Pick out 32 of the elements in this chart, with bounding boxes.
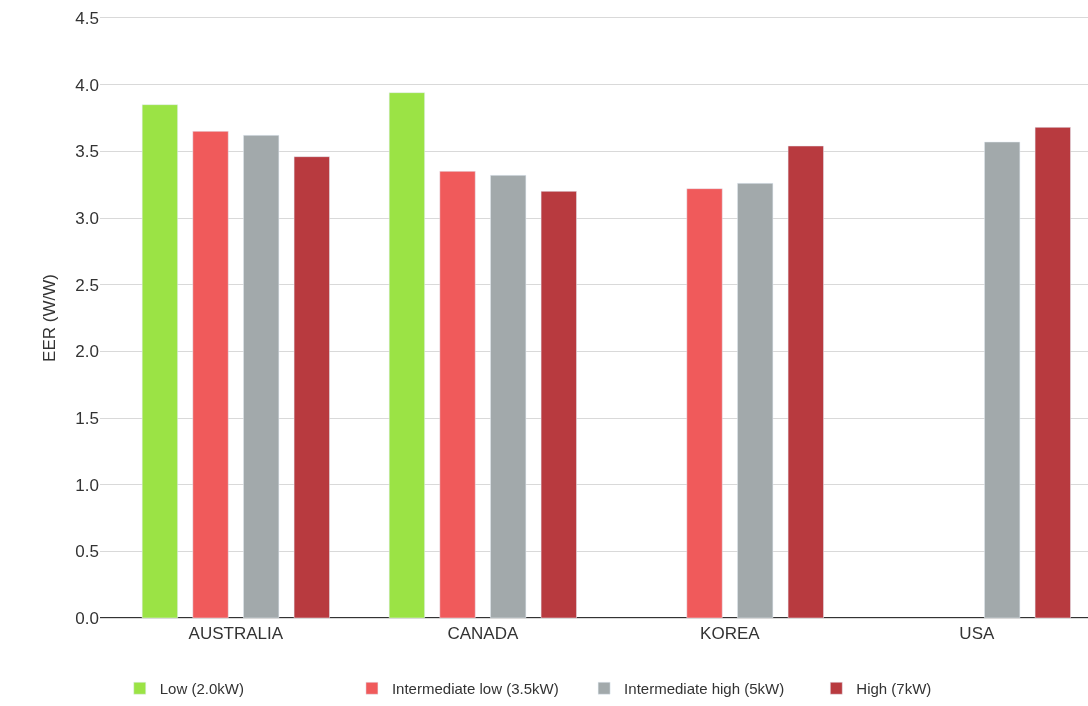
x-tick-label: KOREA — [700, 624, 761, 644]
bar — [1034, 127, 1071, 618]
y-tick-label: 0.0 — [75, 608, 99, 628]
x-tick-label: AUSTRALIA — [188, 624, 284, 644]
y-tick-label: 3.5 — [75, 142, 99, 162]
bar — [192, 131, 229, 618]
bar — [243, 135, 280, 618]
y-tick-label: 2.5 — [75, 275, 99, 295]
bar — [490, 175, 527, 618]
y-axis-title: EER (W/W) — [39, 274, 59, 362]
legend-label: Low (2.0kW) — [159, 680, 244, 698]
bar — [439, 171, 476, 618]
legend-label: High (7kW) — [856, 680, 932, 698]
y-tick-label: 4.5 — [75, 8, 99, 28]
y-tick-label: 4.0 — [75, 75, 99, 95]
legend-label: Intermediate high (5kW) — [624, 680, 785, 698]
legend-label: Intermediate low (3.5kW) — [391, 680, 559, 698]
bar — [293, 156, 330, 618]
bar — [787, 145, 824, 618]
y-tick-label: 0.5 — [75, 542, 99, 562]
bar — [141, 104, 178, 618]
y-tick-label: 1.0 — [75, 475, 99, 495]
bar — [984, 141, 1021, 618]
bar — [388, 92, 425, 618]
y-tick-label: 2.0 — [75, 342, 99, 362]
bar — [737, 183, 774, 618]
y-tick-label: 1.5 — [75, 408, 99, 428]
bar — [686, 188, 723, 618]
y-tick-label: 3.0 — [75, 208, 99, 228]
bar — [540, 191, 577, 618]
x-tick-label: USA — [959, 624, 995, 644]
x-tick-label: CANADA — [447, 624, 519, 644]
